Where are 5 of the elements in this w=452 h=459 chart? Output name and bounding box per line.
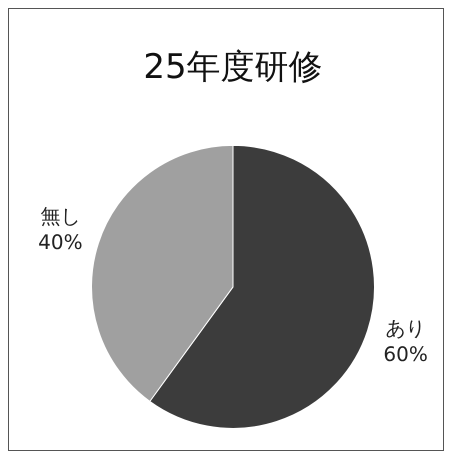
data-label: 60% — [383, 342, 428, 366]
chart-title: 25年度研修 — [143, 47, 323, 88]
slice-label: 無し — [40, 204, 80, 228]
slice-label: あり — [386, 316, 426, 340]
data-label: 40% — [38, 230, 83, 254]
